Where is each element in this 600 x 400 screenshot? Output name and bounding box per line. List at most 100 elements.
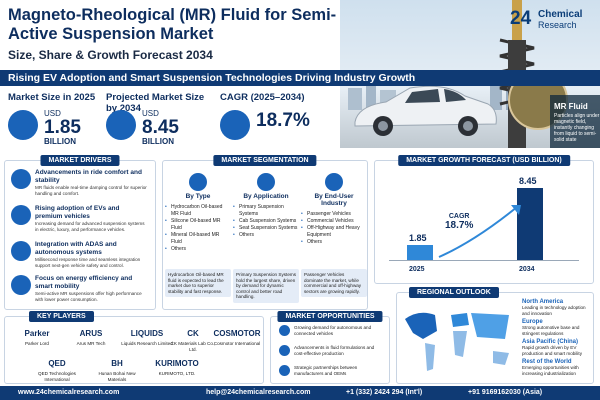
segment-item: Passenger Vehicles (301, 211, 367, 218)
region-desc: Rapid growth driven by EV production and… (522, 345, 583, 356)
company-logo: 24 Chemical Research (510, 8, 592, 34)
phone-intl[interactable]: +1 (332) 2424 294 (Int'l) (346, 389, 423, 396)
handshake-icon (279, 365, 290, 376)
stat-value: 18.7% (256, 110, 310, 131)
player-item: Parker Parker Lord (11, 325, 63, 347)
player-logo: QED (48, 358, 66, 368)
logo-line-1: Chemical (538, 9, 583, 20)
section-title: MARKET SEGMENTATION (213, 155, 317, 166)
driver-heading: Advancements in ride comfort and stabili… (35, 169, 142, 184)
driver-description: Semi-active MR suspensions offer high pe… (35, 291, 142, 302)
chart-baseline (389, 260, 579, 261)
player-name: QED Technologies International (38, 371, 76, 382)
player-logo: COSMOTOR (213, 328, 261, 338)
market-opportunities-panel: MARKET OPPORTUNITIES Growing demand for … (270, 311, 390, 384)
stat-label: Market Size in 2025 (8, 92, 96, 103)
player-name: CK Materials Lab Co., Ltd. (170, 341, 216, 352)
chart-bar-2034 (517, 187, 543, 261)
mr-fluid-description: Particles align under magnetic field, in… (554, 113, 600, 143)
users-icon (325, 173, 343, 191)
region-name: Asia Pacific (China) (522, 339, 579, 345)
driver-description: MR fluids enable real-time damping contr… (35, 185, 147, 196)
stat-unit: USD (44, 109, 61, 118)
player-name: Arus MR Tech (76, 341, 106, 346)
flask-icon (279, 345, 290, 356)
player-name: Parker Lord (24, 341, 49, 346)
chart-bar-2025 (407, 244, 433, 261)
player-name: Liquids Research Limited (121, 341, 173, 346)
world-map-icon (405, 312, 509, 371)
driver-description: Millisecond response time and seamless i… (35, 257, 141, 268)
segment-item: Others (301, 239, 367, 246)
region-desc: Leading in technology adoption and innov… (522, 305, 586, 316)
segment-item: Commercial Vehicles (301, 218, 367, 225)
region-name: North America (522, 299, 564, 305)
chart-data-label-2034: 8.45 (519, 175, 537, 186)
cagr-label: CAGR (448, 213, 470, 220)
regional-outlook-panel: REGIONAL OUTLOOK North America Leading in… (396, 287, 594, 384)
driver-heading: Integration with ADAS and autonomous sys… (35, 241, 117, 256)
player-item: KURIMOTO KURIMOTO, LTD. (151, 355, 203, 377)
stat-unit: USD (142, 109, 159, 118)
segment-item: Mineral Oil-based MR Fluid (165, 232, 231, 246)
segment-by-application: By Application Primary Suspension System… (233, 173, 299, 303)
player-logo: ARUS (79, 328, 103, 338)
player-logo: BH (111, 358, 123, 368)
chart-x-tick-2025: 2025 (409, 266, 425, 273)
segment-item: Primary Suspension Systems (233, 204, 299, 218)
ev-car-icon (11, 205, 31, 225)
player-item: COSMOTOR Cosmotor International (211, 325, 263, 347)
key-players-panel: KEY PLAYERS Parker Parker Lord ARUS Arus M… (4, 311, 264, 384)
segment-item: Seat Suspension Systems (233, 225, 299, 232)
stat-cagr: CAGR (2025–2034) 18.7% (220, 92, 330, 148)
driver-description: Increasing demand for advanced suspensio… (35, 221, 145, 232)
region-name: Europe (522, 319, 543, 325)
segment-by-end-user: By End-User Industry Passenger Vehicles … (301, 173, 367, 298)
segment-item: Others (233, 232, 299, 239)
growth-arrow-icon (438, 205, 521, 258)
player-item: CK CK Materials Lab Co., Ltd. (167, 325, 219, 352)
segment-heading: By Type (185, 193, 211, 200)
stat-label: CAGR (2025–2034) (220, 92, 305, 103)
region-desc: Strong automotive base and stringent reg… (522, 325, 580, 336)
region-item: Asia Pacific (China) Rapid growth driven … (522, 339, 592, 356)
logo-line-2: Research (538, 20, 577, 30)
growth-forecast-panel: MARKET GROWTH FORECAST (USD BILLION) 1.8… (374, 155, 594, 284)
driver-heading: Rising adoption of EVs and premium vehic… (35, 205, 120, 220)
stat-unit-suffix: BILLION (44, 137, 76, 146)
player-name: KURIMOTO, LTD. (158, 371, 196, 376)
car-comfort-icon (11, 169, 31, 189)
opportunity-text: Advancements in fluid formulations and c… (294, 345, 375, 356)
car-icon (354, 85, 497, 136)
player-name: Hunan Bohai New Materials (98, 371, 136, 382)
segment-item: Silicone Oil-based MR Fluid (165, 218, 231, 232)
driver-heading: Focus on energy efficiency and smart mob… (35, 275, 133, 290)
email-link[interactable]: help@24chemicalresearch.com (206, 389, 311, 396)
chart-data-label-2025: 1.85 (409, 232, 427, 243)
market-segmentation-panel: MARKET SEGMENTATION By Type Hydrocarbon … (162, 155, 368, 310)
segment-heading: By End-User Industry (314, 193, 354, 207)
autonomous-icon (11, 241, 31, 261)
region-item: Europe Strong automotive base and stringe… (522, 319, 592, 336)
chart-x-tick-2034: 2034 (519, 266, 535, 273)
section-title: MARKET GROWTH FORECAST (USD BILLION) (398, 155, 570, 166)
stat-value: 8.45 (142, 117, 179, 138)
cagr-callout: CAGR 18.7% (445, 213, 473, 231)
segment-note: Passenger Vehicles dominate the market, … (301, 269, 367, 298)
player-name: Cosmotor International (213, 341, 261, 346)
phone-asia[interactable]: +91 9169162030 (Asia) (468, 389, 543, 396)
drop-icon (189, 173, 207, 191)
section-title: REGIONAL OUTLOOK (409, 287, 499, 298)
trend-arrow-icon (220, 110, 250, 140)
opportunity-text: Growing demand for autonomous and connec… (294, 325, 372, 336)
website-link[interactable]: www.24chemicalresearch.com (18, 389, 120, 396)
stat-value: 1.85 (44, 117, 81, 138)
region-desc: Emerging opportunities with increasing i… (522, 365, 579, 376)
segment-note: Hydrocarbon Oil-based MR fluid is expect… (165, 269, 231, 298)
region-item: Rest of the World Emerging opportunities … (522, 359, 592, 376)
gear-icon (257, 173, 275, 191)
growth-chart-icon (8, 110, 38, 140)
page-subtitle: Size, Share & Growth Forecast 2034 (8, 48, 213, 62)
player-logo: Parker (24, 328, 50, 338)
stat-label: Projected Market Size by 2034 (106, 92, 205, 114)
